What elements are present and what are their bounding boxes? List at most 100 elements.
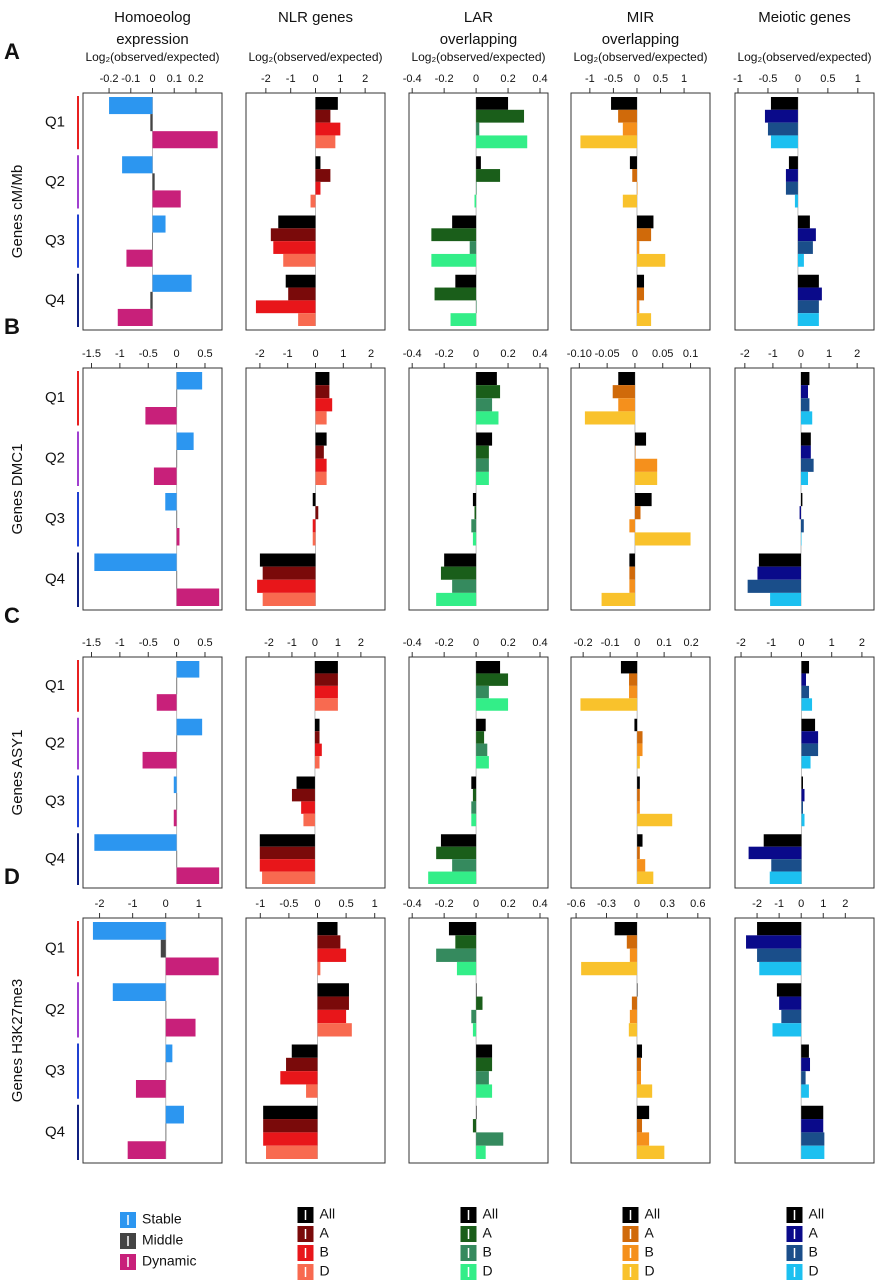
bar — [476, 300, 477, 314]
bar — [620, 661, 638, 674]
x-tick-label: -0.5 — [139, 637, 158, 649]
bar — [471, 801, 477, 814]
bar — [580, 698, 638, 711]
bar — [436, 948, 477, 962]
bar — [618, 372, 635, 386]
bar — [262, 566, 316, 580]
x-tick-label: 0 — [795, 73, 801, 85]
bar — [315, 471, 327, 485]
x-tick-label: -2 — [95, 898, 105, 910]
bar — [176, 389, 178, 407]
bar — [315, 156, 321, 170]
x-tick-label: 2 — [842, 898, 848, 910]
bar — [286, 1057, 318, 1072]
x-tick-label: 0.2 — [500, 348, 515, 360]
bar — [636, 1044, 643, 1058]
x-tick-label: 0.4 — [532, 898, 547, 910]
x-tick-label: -0.4 — [403, 637, 422, 649]
x-tick-label: 0 — [798, 348, 804, 360]
legend-label: All — [320, 1206, 336, 1222]
bar — [772, 1023, 802, 1037]
bar — [94, 834, 177, 851]
legend-label: B — [320, 1244, 329, 1260]
bar — [637, 788, 640, 802]
bar — [471, 1009, 477, 1024]
bar — [476, 996, 483, 1010]
bar — [314, 673, 338, 686]
bar — [315, 506, 319, 520]
bar — [165, 1123, 167, 1142]
bar — [474, 506, 477, 520]
x-tick-label: -2 — [752, 898, 762, 910]
column-title: LAR — [464, 9, 493, 26]
bar — [637, 776, 640, 789]
category-label: Q4 — [45, 291, 65, 308]
bar — [637, 871, 654, 884]
panel-frame — [408, 656, 549, 889]
bar — [636, 274, 645, 288]
bar — [628, 1023, 637, 1037]
bar — [317, 1023, 352, 1037]
x-tick-label: -1 — [115, 637, 125, 649]
bar — [476, 169, 501, 182]
bar — [771, 859, 802, 872]
bar — [176, 867, 220, 884]
x-tick-label: -1.5 — [82, 637, 101, 649]
bar — [746, 935, 802, 949]
bar — [176, 372, 203, 390]
bar — [476, 718, 486, 732]
legend-label: All — [809, 1206, 825, 1222]
x-tick-label: 0.4 — [532, 637, 547, 649]
bar — [797, 228, 816, 242]
bar — [314, 661, 338, 674]
legend-label: All — [483, 1206, 499, 1222]
bar — [801, 698, 813, 711]
bar — [283, 253, 316, 267]
bar — [317, 961, 321, 976]
bar — [636, 228, 652, 242]
bar — [152, 190, 181, 208]
bar — [636, 1145, 665, 1159]
bar — [634, 718, 638, 732]
x-tick-label: -2 — [261, 73, 271, 85]
bar — [273, 241, 316, 254]
bar — [776, 983, 802, 997]
bar — [471, 519, 477, 533]
bar — [636, 1105, 650, 1120]
bar — [315, 97, 338, 110]
legend-label: A — [809, 1225, 819, 1241]
row-label: Genes H3K27me3 — [9, 979, 26, 1102]
x-tick-label: -0.1 — [121, 73, 140, 85]
x-tick-label: 2 — [368, 348, 374, 360]
bar — [176, 432, 194, 450]
x-tick-label: -1 — [283, 348, 293, 360]
x-tick-label: -1 — [255, 898, 265, 910]
x-tick-label: 0 — [163, 898, 169, 910]
bar — [314, 685, 338, 699]
bar — [176, 510, 178, 528]
row-label: Genes DMC1 — [9, 444, 26, 535]
x-tick-label: -0.4 — [403, 73, 422, 85]
bar — [634, 458, 658, 472]
bar — [634, 471, 658, 485]
bar — [770, 135, 798, 149]
bar — [747, 579, 801, 593]
x-tick-label: 2 — [859, 637, 865, 649]
bar — [176, 850, 178, 868]
x-tick-label: 0 — [634, 73, 640, 85]
bar — [629, 673, 638, 686]
x-tick-label: -1 — [733, 73, 743, 85]
bar — [176, 677, 178, 695]
bar — [288, 287, 316, 301]
bar — [176, 571, 178, 589]
x-tick-label: 0.2 — [188, 73, 203, 85]
bar — [769, 871, 802, 884]
bar — [312, 532, 316, 546]
x-tick-label: 1 — [829, 637, 835, 649]
bar — [280, 1071, 318, 1085]
bar — [622, 122, 637, 136]
bar — [291, 788, 315, 802]
legend-label: A — [645, 1225, 655, 1241]
bar — [317, 935, 341, 949]
x-tick-label: -1 — [774, 898, 784, 910]
